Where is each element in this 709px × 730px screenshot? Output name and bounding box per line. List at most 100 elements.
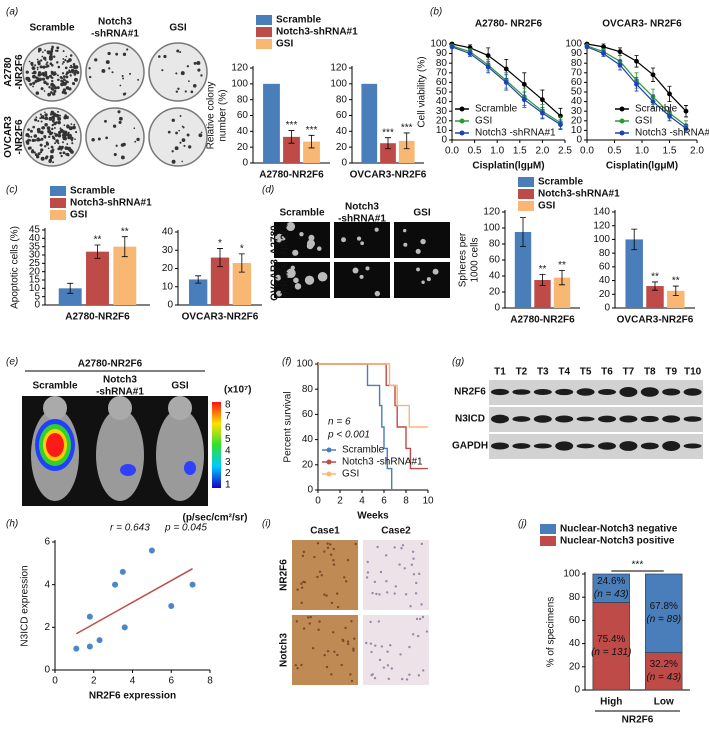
y-tick-label: 100 [330,78,347,89]
y-axis-label: 1000 cells [470,237,481,282]
colorbar-tick: 3 [225,457,231,468]
colony [54,133,59,137]
colony [57,110,59,113]
colony [94,58,98,62]
y-tick-label: 20 [237,142,249,153]
colony [88,75,92,79]
colony [97,137,101,141]
column-label: Notch3 [98,17,132,28]
legend-label: GSI [70,210,87,221]
y-axis-label: N3ICD expression [20,565,31,646]
colony [104,119,107,123]
plate [148,107,208,167]
y-tick-label: 70 [436,67,448,78]
colony [121,74,124,77]
colony [72,62,76,66]
sphere [360,241,365,246]
point [485,64,491,70]
plate [85,107,145,167]
nucleus [300,586,304,589]
legend-label: Notch3-shRNA#1 [538,189,620,200]
row-label: Notch3 [279,633,290,667]
colony [122,77,124,80]
y-tick-label: 120 [483,207,500,218]
colony [62,75,66,78]
nucleus [386,664,390,667]
nucleus [370,674,373,677]
legend-swatch [540,536,556,546]
point [148,547,155,554]
band [662,441,681,451]
legend-marker [619,130,625,136]
colony [91,138,95,142]
row-label: GAPDH [452,441,488,452]
band [491,442,509,450]
ihc [292,615,358,685]
sphere [352,267,359,274]
nucleus [317,628,320,631]
nucleus [409,604,412,608]
lane-label: T4 [558,367,570,378]
y-tick-label: 6 [44,537,50,548]
x-axis-label: NR2F6 expression [89,691,176,702]
nucleus [296,667,299,670]
colony [66,81,69,83]
column-label: -shRNA#1 [91,29,139,40]
colony [49,155,54,160]
colony [68,126,73,131]
count-label: (n = 43) [646,672,681,683]
colony [68,58,72,62]
colony [33,151,36,154]
point [467,51,473,56]
colony [56,74,59,77]
colony [25,134,28,137]
row-label: NR2F6 [454,387,486,398]
y-tick-label: 80 [237,94,249,105]
y-tick-label: 60 [569,615,581,626]
column-label: GSI [171,381,188,392]
sphere [421,280,425,284]
colorbar-tick: 4 [225,445,231,456]
y-tick-label: 140 [593,207,610,218]
y-tick-label: 30 [571,106,583,117]
row-label: NR2F6 [279,559,290,591]
x-tick-label: 2.0 [690,146,704,157]
lane-label: T5 [580,367,592,378]
y-tick-label: 100 [565,39,582,50]
colony [113,152,117,157]
legend-marker [459,118,465,124]
value-label: 67.8% [650,601,678,612]
point [521,81,527,87]
point [667,113,672,119]
nucleus [308,622,311,625]
nucleus [294,663,298,667]
error-bar [67,282,74,294]
nucleus [301,554,305,558]
legend-label: Notch3-shRNA#1 [276,27,358,38]
panel-label: (d) [262,185,274,196]
colony [52,55,56,58]
colony [51,123,54,127]
colony [40,130,44,135]
colony [184,90,187,93]
y-tick-label: 40 [162,227,174,238]
colony [50,70,54,74]
annotation: n = 6 [328,417,351,428]
y-tick-label: 40 [237,126,249,137]
x-tick-label: 1.0 [490,146,504,157]
error-bar [121,236,128,258]
colony [62,50,65,53]
colony [115,144,118,147]
legend-marker [326,471,332,477]
y-tick-label: 0 [604,303,610,314]
y-tick-label: 40 [29,233,41,244]
nucleus [371,591,374,595]
nucleus [316,575,319,579]
colony [118,111,121,114]
colony [31,138,35,143]
legend-marker [326,459,332,465]
colony [45,65,48,68]
band [555,388,574,396]
significance: ** [539,264,547,275]
nucleus [418,572,421,576]
